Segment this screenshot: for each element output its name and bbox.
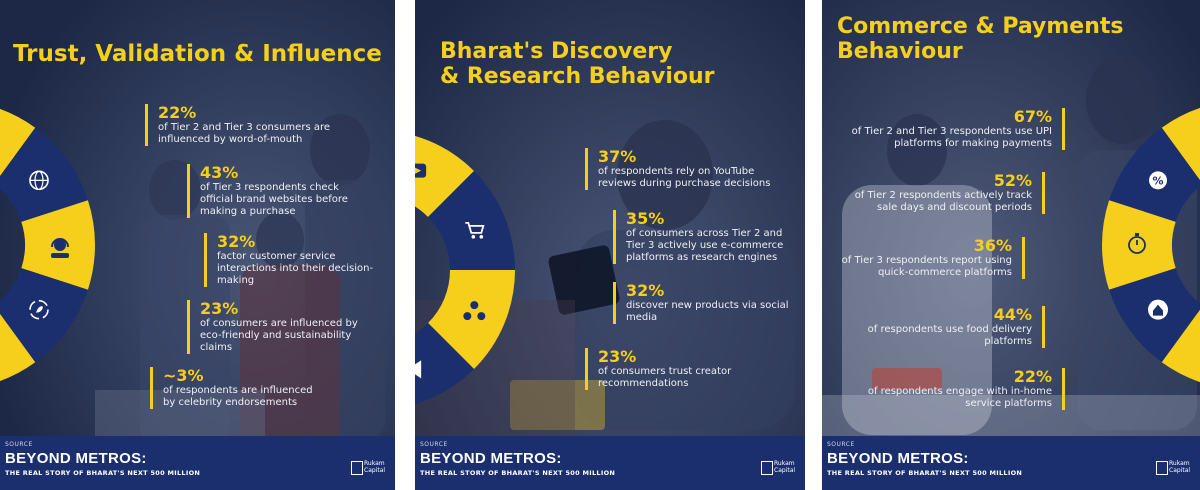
footer: SOURCE BEYOND METROS: THE REAL STORY OF … bbox=[0, 436, 395, 490]
stat-percentage: 23% bbox=[598, 347, 637, 366]
stat-description: of consumers are influenced by eco-frien… bbox=[200, 318, 358, 353]
stat-percentage: 23% bbox=[200, 299, 239, 318]
globe-icon bbox=[29, 170, 49, 191]
donut-segment bbox=[428, 270, 515, 369]
stat-description: of respondents use food delivery platfor… bbox=[867, 324, 1032, 347]
source-label: SOURCE bbox=[420, 441, 448, 448]
report-brand: BEYOND METROS: bbox=[827, 450, 969, 467]
stat-celebrity: ~3% of respondents are influenced by cel… bbox=[150, 367, 323, 409]
report-brand: BEYOND METROS: bbox=[5, 450, 147, 467]
svg-text:%: % bbox=[1152, 174, 1163, 187]
donut-segment bbox=[0, 127, 88, 222]
stat-description: of Tier 2 respondents actively track sal… bbox=[854, 190, 1032, 213]
report-tagline: THE REAL STORY OF BHARAT'S NEXT 500 MILL… bbox=[827, 469, 1023, 477]
page-title: Trust, Validation & Influence bbox=[13, 41, 382, 67]
stat-description: discover new products via social media bbox=[626, 300, 789, 323]
donut-segment bbox=[0, 313, 36, 382]
eco-recycle-icon bbox=[29, 299, 49, 320]
stat-percentage: 32% bbox=[217, 232, 256, 251]
stat-percentage: 44% bbox=[993, 305, 1032, 324]
stat-eco-friendly: 23% of consumers are influenced by eco-f… bbox=[187, 300, 380, 354]
stat-upi-payments: 67% of Tier 2 and Tier 3 respondents use… bbox=[847, 108, 1065, 150]
stat-quick-commerce: 36% of Tier 3 respondents report using q… bbox=[832, 237, 1025, 279]
donut-segment bbox=[1161, 309, 1200, 383]
panel-commerce-payments: % Commerce & Payments Behaviour 67% of Ti… bbox=[822, 0, 1200, 490]
support-agent-icon bbox=[51, 238, 69, 258]
logo-mark-icon bbox=[1156, 461, 1168, 475]
panel-trust-validation: Trust, Validation & Influence 22% of Tie… bbox=[0, 0, 395, 490]
donut-segment bbox=[415, 323, 474, 405]
report-tagline: THE REAL STORY OF BHARAT'S NEXT 500 MILL… bbox=[5, 469, 201, 477]
stat-percentage: 35% bbox=[626, 209, 665, 228]
shopping-cart-icon bbox=[465, 221, 485, 239]
stat-percentage: 37% bbox=[598, 147, 637, 166]
stat-description: of Tier 2 and Tier 3 consumers are influ… bbox=[158, 122, 331, 145]
stat-percentage: 52% bbox=[993, 171, 1032, 190]
stat-description: of consumers across Tier 2 and Tier 3 ac… bbox=[626, 228, 784, 263]
donut-segment bbox=[1161, 107, 1200, 181]
stat-youtube-reviews: 37% of respondents rely on YouTube revie… bbox=[585, 148, 788, 190]
stat-percentage: ~3% bbox=[163, 366, 204, 385]
stat-description: of respondents rely on YouTube reviews d… bbox=[598, 166, 771, 189]
stat-ecommerce-research: 35% of consumers across Tier 2 and Tier … bbox=[613, 210, 796, 264]
report-brand: BEYOND METROS: bbox=[420, 450, 562, 467]
discount-percent-icon: % bbox=[1149, 171, 1168, 190]
footer: SOURCE BEYOND METROS: THE REAL STORY OF … bbox=[415, 436, 805, 490]
home-icon bbox=[1148, 299, 1169, 320]
background-photo bbox=[415, 0, 805, 490]
logo-mark-icon bbox=[351, 461, 363, 475]
stat-percentage: 67% bbox=[1013, 107, 1052, 126]
youtube-play-icon bbox=[415, 163, 427, 178]
report-tagline: THE REAL STORY OF BHARAT'S NEXT 500 MILL… bbox=[420, 469, 616, 477]
stat-creator-recommendations: 23% of consumers trust creator recommend… bbox=[585, 348, 763, 390]
donut-segment bbox=[428, 171, 515, 270]
stat-social-media: 32% discover new products via social med… bbox=[613, 282, 791, 324]
stat-food-delivery: 44% of respondents use food delivery pla… bbox=[832, 306, 1045, 348]
rukam-capital-logo: Rukam Capital bbox=[351, 458, 387, 480]
stat-description: of Tier 3 respondents check official bra… bbox=[200, 182, 348, 217]
stat-percentage: 43% bbox=[200, 163, 239, 182]
stat-description: of respondents are influenced by celebri… bbox=[163, 385, 313, 408]
rukam-capital-logo: Rukam Capital bbox=[1156, 458, 1192, 480]
stat-word-of-mouth: 22% of Tier 2 and Tier 3 consumers are i… bbox=[145, 104, 363, 146]
stat-percentage: 22% bbox=[158, 103, 197, 122]
stat-description: of consumers trust creator recommendatio… bbox=[598, 366, 732, 389]
footer: SOURCE BEYOND METROS: THE REAL STORY OF … bbox=[822, 436, 1200, 490]
stat-customer-service: 32% factor customer service interactions… bbox=[204, 233, 392, 287]
stat-sale-days: 52% of Tier 2 respondents actively track… bbox=[847, 172, 1045, 214]
background-photo bbox=[0, 0, 395, 490]
donut-segment bbox=[0, 108, 36, 177]
icon-donut bbox=[0, 108, 95, 382]
source-label: SOURCE bbox=[5, 441, 33, 448]
donut-segment bbox=[1102, 200, 1176, 290]
stat-description: of Tier 2 and Tier 3 respondents use UPI… bbox=[851, 126, 1052, 149]
source-label: SOURCE bbox=[827, 441, 855, 448]
icon-donut: % bbox=[1102, 107, 1200, 383]
stat-percentage: 36% bbox=[973, 236, 1012, 255]
logo-mark-icon bbox=[761, 461, 773, 475]
megaphone-icon bbox=[415, 360, 422, 379]
rukam-capital-logo: Rukam Capital bbox=[761, 458, 797, 480]
stat-brand-websites: 43% of Tier 3 respondents check official… bbox=[187, 164, 348, 218]
donut-segment bbox=[0, 268, 88, 363]
stat-description: of Tier 3 respondents report using quick… bbox=[841, 255, 1012, 278]
panel-discovery-research: Bharat's Discovery & Research Behaviour 3… bbox=[415, 0, 805, 490]
stopwatch-icon bbox=[1128, 233, 1146, 254]
page-title: Commerce & Payments Behaviour bbox=[837, 14, 1124, 64]
icon-donut bbox=[415, 135, 515, 405]
stat-percentage: 32% bbox=[626, 281, 665, 300]
social-network-icon bbox=[463, 301, 486, 321]
stat-description: factor customer service interactions int… bbox=[217, 251, 374, 286]
stat-description: of respondents engage with in-home servi… bbox=[867, 386, 1052, 409]
page-title: Bharat's Discovery & Research Behaviour bbox=[440, 39, 715, 89]
donut-segment bbox=[415, 135, 474, 217]
stat-percentage: 22% bbox=[1013, 367, 1052, 386]
stat-home-services: 22% of respondents engage with in-home s… bbox=[847, 368, 1065, 410]
